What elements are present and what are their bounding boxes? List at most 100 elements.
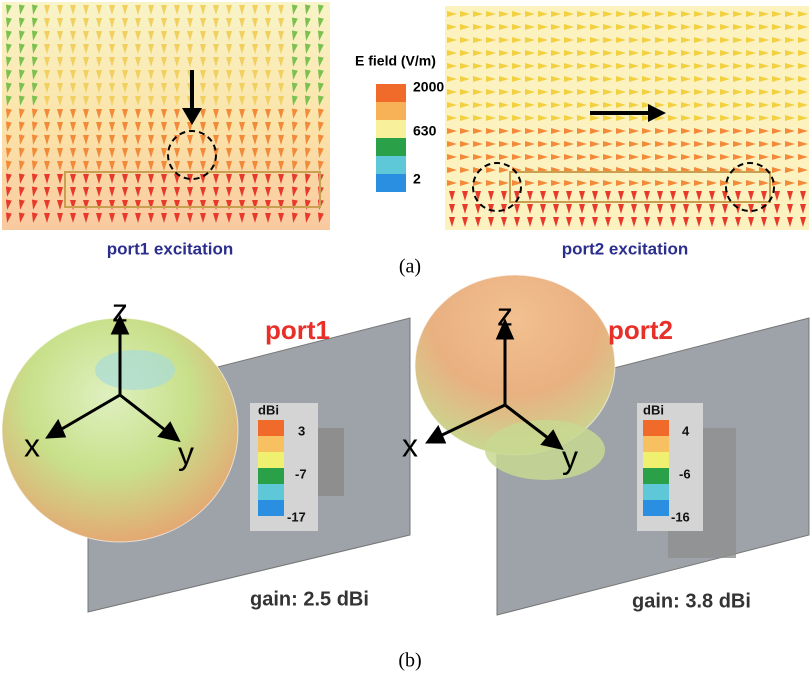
field-arrow <box>499 63 509 69</box>
field-arrow <box>668 24 678 30</box>
field-arrow <box>265 5 271 15</box>
field-arrow <box>161 174 167 184</box>
field-arrow <box>486 115 496 121</box>
field-arrow <box>109 122 115 132</box>
field-arrow <box>291 173 298 184</box>
field-arrow <box>499 167 509 173</box>
field-arrow <box>512 141 522 147</box>
field-arrow <box>733 50 743 56</box>
field-arrow <box>488 191 494 201</box>
field-arrow <box>642 24 652 30</box>
field-arrow <box>655 128 665 134</box>
field-arrow <box>525 154 535 160</box>
field-arrow <box>44 44 50 54</box>
field-arrow <box>460 63 470 69</box>
field-arrow <box>577 24 587 30</box>
field-arrow <box>772 63 782 69</box>
field-arrow <box>486 141 496 147</box>
field-arrow <box>18 186 25 197</box>
field-arrow <box>785 167 795 173</box>
field-arrow <box>5 160 12 171</box>
field-arrow <box>785 50 795 56</box>
field-arrow <box>317 30 324 41</box>
field-arrow <box>135 109 141 119</box>
field-arrow <box>226 122 232 132</box>
field-arrow <box>70 31 76 41</box>
field-arrow <box>226 83 232 93</box>
field-arrow <box>486 50 496 56</box>
field-arrow <box>590 180 600 186</box>
field-arrow <box>616 180 626 186</box>
field-arrow <box>31 212 38 223</box>
field-arrow <box>551 76 561 82</box>
field-arrow <box>590 102 600 108</box>
field-arrow <box>746 128 756 134</box>
field-arrow <box>772 37 782 43</box>
radiation-pattern <box>485 420 605 480</box>
field-arrow <box>616 128 626 134</box>
field-arrow <box>564 102 574 108</box>
field-arrow <box>590 89 600 95</box>
colorbar-label: -16 <box>671 509 690 524</box>
field-arrow <box>317 147 324 158</box>
field-arrow <box>161 5 167 15</box>
field-arrow <box>109 57 115 67</box>
field-arrow <box>18 17 25 28</box>
field-arrow <box>538 180 548 186</box>
field-arrow <box>460 11 470 17</box>
field-arrow <box>488 204 494 214</box>
field-arrow <box>681 128 691 134</box>
field-arrow <box>200 213 206 223</box>
field-arrow <box>577 11 587 17</box>
field-arrow <box>605 217 611 227</box>
field-arrow <box>642 141 652 147</box>
field-arrow <box>670 204 676 214</box>
field-arrow <box>278 44 284 54</box>
field-arrow <box>759 115 769 121</box>
field-arrow <box>187 122 193 132</box>
legend-label: 630 <box>413 123 437 139</box>
field-arrow <box>631 191 637 201</box>
field-arrow <box>566 217 572 227</box>
field-arrow <box>564 141 574 147</box>
field-arrow <box>265 57 271 67</box>
field-arrow <box>200 122 206 132</box>
field-arrow <box>5 69 12 80</box>
field-arrow <box>603 76 613 82</box>
field-arrow <box>148 109 154 119</box>
field-arrow <box>252 18 258 28</box>
field-arrow <box>603 115 613 121</box>
field-arrow <box>551 63 561 69</box>
field-arrow <box>213 83 219 93</box>
field-arrow <box>499 50 509 56</box>
field-arrow <box>722 204 728 214</box>
field-arrow <box>44 18 50 28</box>
field-arrow <box>787 191 793 201</box>
field-arrow <box>696 191 702 201</box>
field-arrow <box>668 11 678 17</box>
field-arrow <box>304 82 311 93</box>
field-arrow <box>317 108 324 119</box>
field-arrow <box>239 57 245 67</box>
field-arrow <box>161 135 167 145</box>
field-arrow <box>577 50 587 56</box>
field-arrow <box>5 173 12 184</box>
field-arrow <box>629 89 639 95</box>
field-arrow <box>696 204 702 214</box>
field-arrow <box>252 83 258 93</box>
field-arrow <box>798 154 808 160</box>
field-arrow <box>122 174 128 184</box>
field-arrow <box>707 115 717 121</box>
field-arrow <box>746 50 756 56</box>
panel-label: (b) <box>398 650 421 672</box>
field-arrow <box>161 83 167 93</box>
field-arrow <box>512 89 522 95</box>
field-arrow <box>577 76 587 82</box>
field-arrow <box>499 180 509 186</box>
field-arrow <box>579 204 585 214</box>
field-arrow <box>460 102 470 108</box>
field-arrow <box>109 161 115 171</box>
field-arrow <box>213 5 219 15</box>
field-arrow <box>681 50 691 56</box>
field-arrow <box>200 70 206 80</box>
